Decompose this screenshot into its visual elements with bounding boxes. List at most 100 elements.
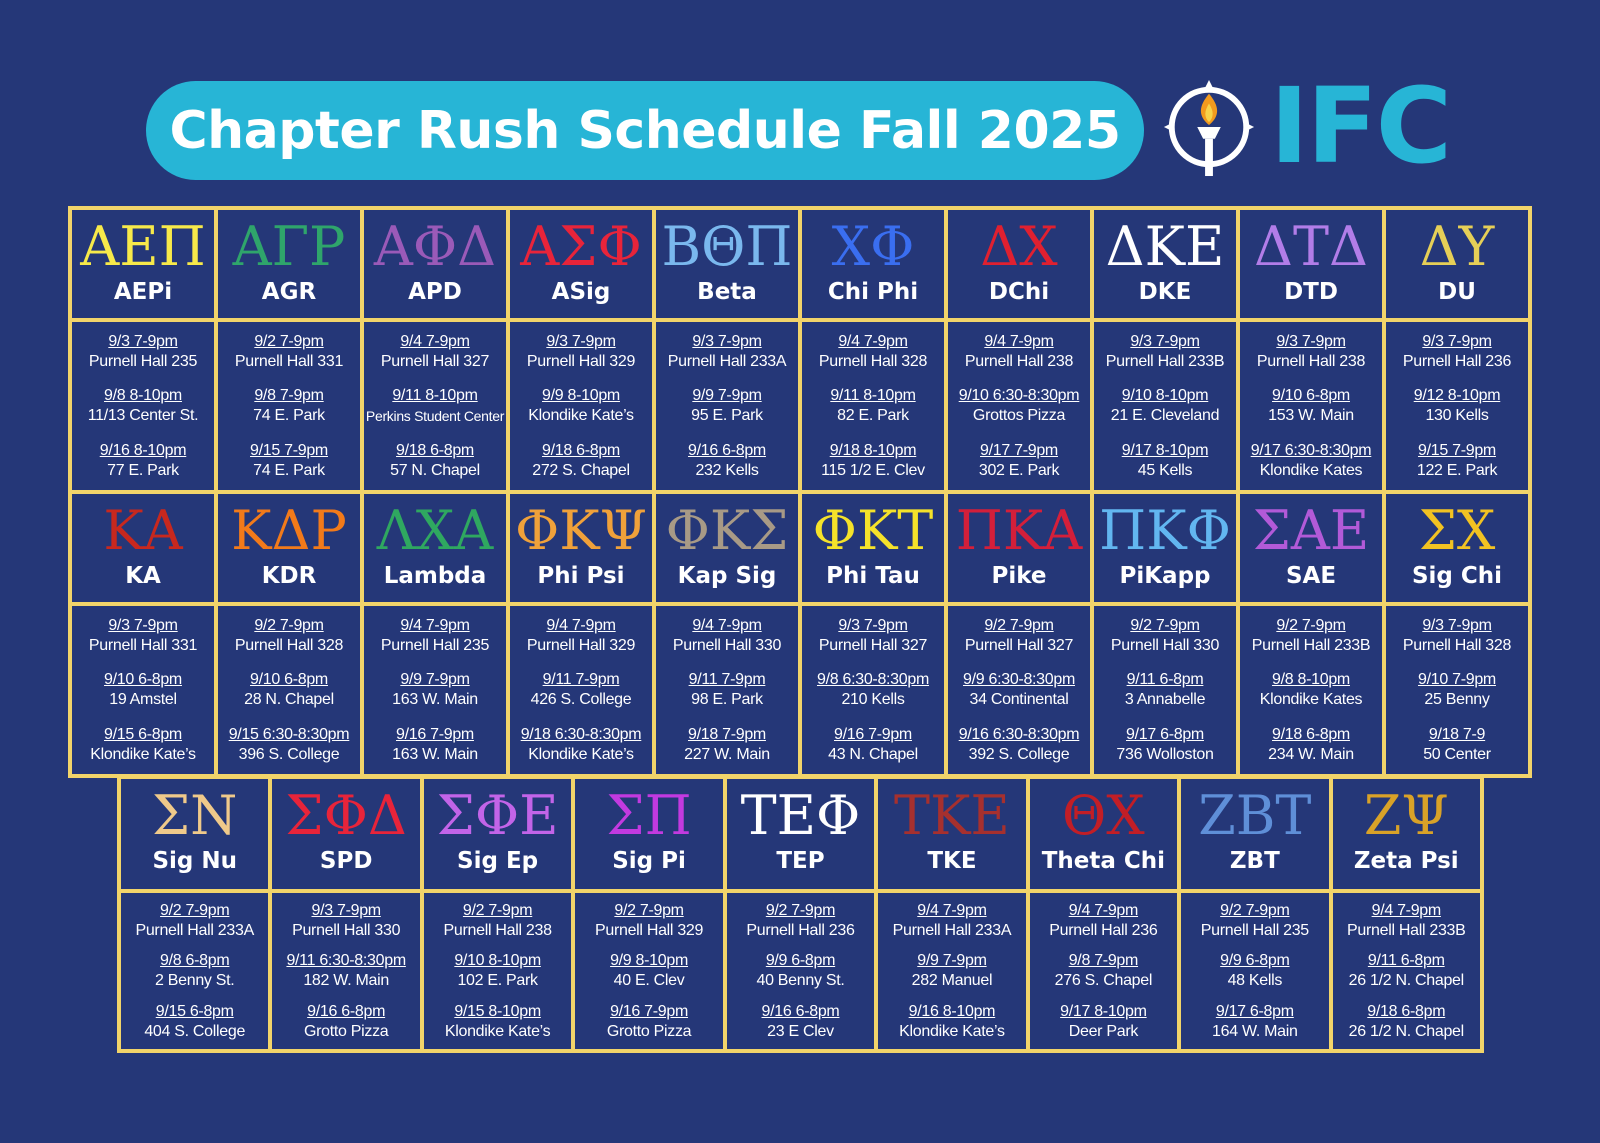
event-location: 21 E. Cleveland — [1110, 407, 1220, 425]
chapter-header: ΠΚΑ Pike — [948, 494, 1090, 602]
event-item: 9/11 7-9pm 426 S. College — [510, 670, 652, 710]
event-date: 9/11 6-8pm — [1126, 671, 1204, 689]
event-item: 9/10 6-8pm 153 W. Main — [1240, 386, 1382, 426]
chapter-name: Lambda — [383, 563, 487, 589]
event-date: 9/8 7-9pm — [254, 387, 324, 405]
event-location: 272 S. Chapel — [532, 461, 630, 479]
event-date: 9/4 7-9pm — [1371, 902, 1442, 920]
event-item: 9/3 7-9pm Purnell Hall 327 — [802, 616, 944, 656]
event-date: 9/16 7-9pm — [834, 725, 912, 743]
greek-letters: ΣΠ — [606, 784, 692, 847]
event-date: 9/2 7-9pm — [254, 333, 324, 351]
event-item: 9/18 6-8pm 234 W. Main — [1240, 725, 1382, 765]
event-list: 9/4 7-9pm Purnell Hall 329 9/11 7-9pm 426 S… — [510, 606, 652, 774]
chapter-header: ΑΦΔ APD — [364, 210, 506, 318]
event-location: 2 Benny St. — [155, 972, 235, 990]
event-item: 9/8 7-9pm 276 S. Chapel — [1030, 951, 1177, 991]
chapter-header: ΤΕΦ TEP — [727, 779, 874, 889]
event-item: 9/9 7-9pm 95 E. Park — [656, 386, 798, 426]
event-list: 9/3 7-9pm Purnell Hall 233A 9/9 7-9pm 95 E.… — [656, 322, 798, 490]
event-location: 404 S. College — [144, 1022, 246, 1040]
chapter-cell: ΔΥ DU 9/3 7-9pm Purnell Hall 236 9/12 8-10pm… — [1386, 210, 1528, 490]
chapter-name: KA — [125, 563, 161, 589]
event-location: 164 W. Main — [1212, 1022, 1298, 1040]
chapter-cell: ΧΦ Chi Phi 9/4 7-9pm Purnell Hall 328 9/11 8… — [802, 210, 944, 490]
event-list: 9/4 7-9pm Purnell Hall 233B 9/11 6-8pm 26 1… — [1333, 893, 1480, 1049]
chapter-name: KDR — [261, 563, 317, 589]
event-location: Purnell Hall 331 — [234, 353, 344, 371]
event-date: 9/4 7-9pm — [984, 333, 1054, 351]
event-date: 9/10 6-8pm — [1272, 387, 1350, 405]
chapter-cell: ΠΚΑ Pike 9/2 7-9pm Purnell Hall 327 9/9 6:30… — [948, 494, 1090, 774]
event-date: 9/16 8-10pm — [99, 441, 187, 459]
event-date: 9/8 7-9pm — [1068, 952, 1139, 970]
event-location: Deer Park — [1068, 1022, 1139, 1040]
event-date: 9/3 7-9pm — [311, 902, 381, 920]
chapter-cell: ΣΦΕ Sig Ep 9/2 7-9pm Purnell Hall 238 9/10 8… — [423, 779, 572, 1049]
chapter-name: SPD — [319, 848, 373, 874]
event-location: 227 W. Main — [684, 745, 770, 763]
event-item: 9/10 7-9pm 25 Benny — [1386, 670, 1528, 710]
event-location: Klondike Kate’s — [528, 745, 634, 763]
event-location: Purnell Hall 329 — [526, 637, 636, 655]
divider — [1386, 602, 1528, 606]
chapter-cell: ΚΔΡ KDR 9/2 7-9pm Purnell Hall 328 9/10 6-8p… — [218, 494, 360, 774]
event-list: 9/2 7-9pm Purnell Hall 235 9/9 6-8pm 48 Kel… — [1181, 893, 1328, 1049]
event-item: 9/16 7-9pm 43 N. Chapel — [802, 725, 944, 765]
chapter-header: ΒΘΠ Beta — [656, 210, 798, 318]
event-date: 9/3 7-9pm — [692, 333, 762, 351]
event-item: 9/3 7-9pm Purnell Hall 236 — [1386, 332, 1528, 372]
event-location: 392 S. College — [968, 745, 1070, 763]
event-item: 9/16 6-8pm 232 Kells — [656, 441, 798, 481]
event-location: Klondike Kates — [1259, 691, 1363, 709]
event-location: 130 Kells — [1425, 407, 1489, 425]
chapter-header: ΣΧ Sig Chi — [1386, 494, 1528, 602]
event-item: 9/11 8-10pm Perkins Student Center — [364, 386, 506, 426]
greek-letters: ΚΔΡ — [231, 499, 347, 562]
event-date: 9/2 7-9pm — [254, 617, 324, 635]
event-location: Grotto Pizza — [606, 1022, 692, 1040]
divider — [656, 602, 798, 606]
event-item: 9/18 6-8pm 26 1/2 N. Chapel — [1333, 1002, 1480, 1042]
event-item: 9/11 8-10pm 82 E. Park — [802, 386, 944, 426]
event-date: 9/11 8-10pm — [830, 387, 916, 405]
event-item: 9/18 6:30-8:30pm Klondike Kate’s — [510, 725, 652, 765]
chapter-header: ΦΚΨ Phi Psi — [510, 494, 652, 602]
event-location: Klondike Kate’s — [90, 745, 196, 763]
chapter-name: AGR — [261, 279, 317, 305]
greek-letters: ΤΚΕ — [894, 784, 1010, 847]
event-date: 9/8 6-8pm — [160, 952, 230, 970]
event-location: 50 Center — [1423, 745, 1491, 763]
event-item: 9/10 8-10pm 102 E. Park — [424, 951, 571, 991]
event-date: 9/9 7-9pm — [400, 671, 470, 689]
event-date: 9/17 6:30-8:30pm — [1250, 441, 1372, 459]
event-date: 9/8 6:30-8:30pm — [816, 671, 930, 689]
event-location: Purnell Hall 328 — [818, 353, 928, 371]
event-date: 9/2 7-9pm — [1130, 617, 1200, 635]
chapter-name: Phi Tau — [826, 563, 920, 589]
chapter-cell: ΒΘΠ Beta 9/3 7-9pm Purnell Hall 233A 9/9 7-9… — [656, 210, 798, 490]
event-date: 9/4 7-9pm — [546, 617, 616, 635]
event-date: 9/8 8-10pm — [104, 387, 182, 405]
event-location: Purnell Hall 233B — [1347, 922, 1466, 940]
event-item: 9/12 8-10pm 130 Kells — [1386, 386, 1528, 426]
event-item: 9/16 7-9pm 163 W. Main — [364, 725, 506, 765]
event-date: 9/2 7-9pm — [984, 617, 1054, 635]
event-item: 9/2 7-9pm Purnell Hall 238 — [424, 901, 571, 941]
chapter-header: ΑΓΡ AGR — [218, 210, 360, 318]
event-item: 9/9 7-9pm 282 Manuel — [878, 951, 1025, 991]
event-item: 9/10 6-8pm 19 Amstel — [72, 670, 214, 710]
event-item: 9/10 8-10pm 21 E. Cleveland — [1094, 386, 1236, 426]
chapter-cell: ΔΤΔ DTD 9/3 7-9pm Purnell Hall 238 9/10 6-8p… — [1240, 210, 1382, 490]
divider — [364, 318, 506, 322]
greek-letters: ΠΚΦ — [1099, 499, 1231, 562]
chapter-cell: ΣΦΔ SPD 9/3 7-9pm Purnell Hall 330 9/11 6:30… — [272, 779, 420, 1049]
divider — [878, 889, 1026, 893]
greek-letters: ΣΝ — [152, 784, 238, 847]
chapter-header: ΑΣΦ ASig — [510, 210, 652, 318]
event-item: 9/10 6-8pm 28 N. Chapel — [218, 670, 360, 710]
event-list: 9/4 7-9pm Purnell Hall 235 9/9 7-9pm 163 W.… — [364, 606, 506, 774]
event-item: 9/4 7-9pm Purnell Hall 233B — [1333, 901, 1480, 941]
event-date: 9/11 8-10pm — [392, 387, 478, 405]
chapter-cell: ΖΒΤ ZBT 9/2 7-9pm Purnell Hall 235 9/9 6-8pm… — [1181, 779, 1329, 1049]
